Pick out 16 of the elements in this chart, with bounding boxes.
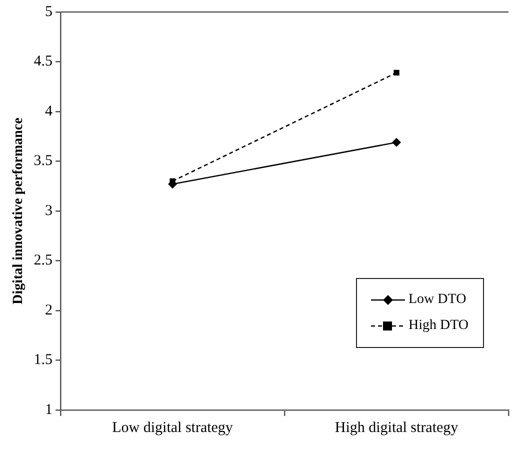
y-tick-label: 2 <box>45 302 53 318</box>
point <box>392 138 402 147</box>
y-tick-label: 4.5 <box>34 54 53 70</box>
x-tick-label: Low digital strategy <box>112 420 234 436</box>
y-tick-label: 3 <box>45 202 53 219</box>
y-tick-label: 1 <box>45 402 53 418</box>
y-tick-label: 1.5 <box>34 352 53 368</box>
legend-label: High DTO <box>408 318 469 334</box>
y-tick-label: 3.5 <box>34 153 53 170</box>
y-axis-title: Digital innovative performance <box>11 118 26 304</box>
legend-label: Low DTO <box>408 292 466 308</box>
point <box>394 70 400 76</box>
y-tick-label: 4 <box>45 103 54 120</box>
y-tick-label: 2.5 <box>34 252 53 269</box>
x-tick-label: High digital strategy <box>334 420 459 436</box>
y-tick-label: 5 <box>45 4 53 20</box>
